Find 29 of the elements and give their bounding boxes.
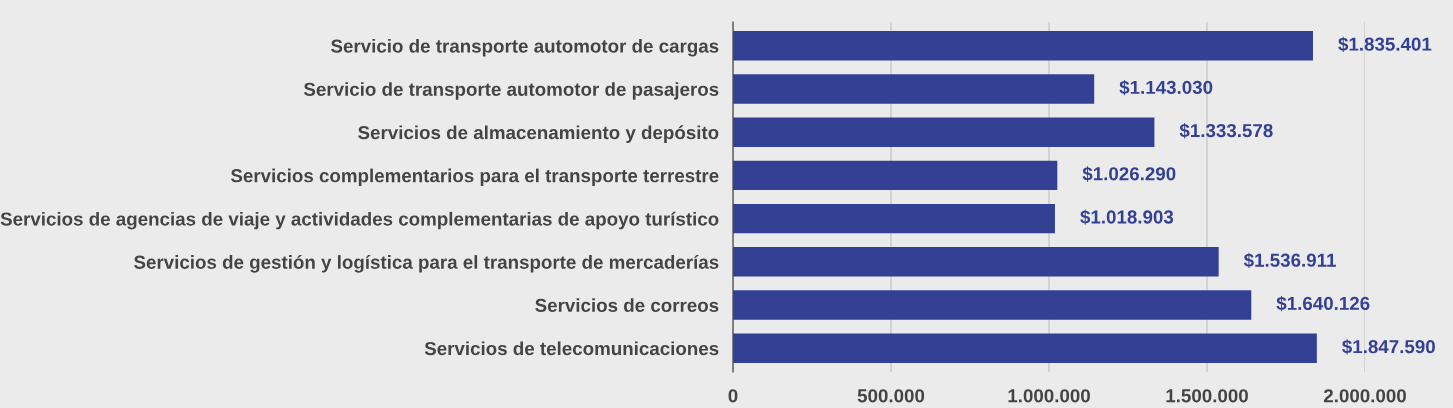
y-tick-label: Servicios de almacenamiento y depósito [358,125,719,143]
bar [733,290,1252,320]
bar [733,117,1155,147]
data-label: $1.143.030 [1119,79,1213,96]
x-tick-label: 1.000.000 [1008,389,1090,403]
y-tick-label: Servicio de transporte automotor de pasajeros [303,82,719,100]
bar [733,74,1095,104]
x-tick-label: 500.000 [857,389,925,403]
bar [733,203,1055,234]
bar [733,31,1313,61]
x-tick-label: 1.500.000 [1166,389,1248,403]
data-label: $1.640.126 [1276,295,1370,312]
y-tick-label: Servicios de telecomunicaciones [424,341,719,356]
bar [733,160,1058,191]
data-label: $1.018.903 [1080,209,1174,225]
y-tick-label: Servicio de transporte automotor de cargas [331,38,719,57]
y-tick-label: Servicios complementarios para el transporte terrestre [230,168,719,187]
y-tick-label: Servicios de correos [535,298,719,312]
y-tick-label: Servicios de gestión y logística para el transporte de mercaderías [134,254,719,273]
data-label: $1.026.290 [1082,166,1176,182]
data-label: $1.835.401 [1338,36,1432,53]
data-label: $1.333.578 [1179,123,1273,139]
y-tick-label: Servicios de agencias de viaje y actividades complementarias de apoyo turístico [0,211,719,230]
x-tick-label: 2.000.000 [1323,389,1406,403]
bar [733,333,1317,363]
data-label: $1.847.590 [1342,339,1435,355]
data-label: $1.536.911 [1243,252,1336,269]
bar [733,247,1219,277]
x-tick-label: 0 [728,389,738,403]
